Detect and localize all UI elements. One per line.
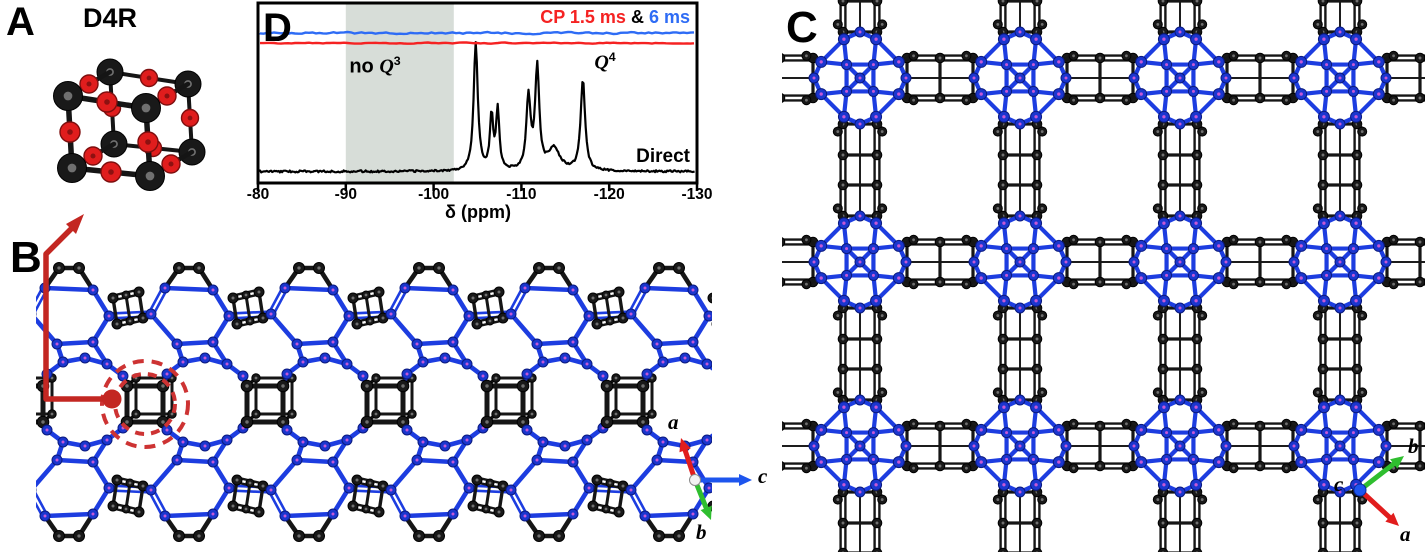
framework-c <box>782 0 1425 552</box>
x-tick-label: -130 <box>681 186 713 203</box>
x-tick-label: -120 <box>593 186 625 203</box>
d4r-structure <box>53 58 206 191</box>
b-axis-triad <box>679 438 752 520</box>
framework-b <box>36 262 712 542</box>
d4r-callout <box>43 214 190 449</box>
c-axis-triad <box>1353 456 1404 526</box>
x-tick-label: -100 <box>418 186 450 203</box>
nmr-spectrum-plot <box>256 1 699 191</box>
x-tick-label: -80 <box>246 186 270 203</box>
x-tick-label: -110 <box>506 186 537 203</box>
x-tick-label: -90 <box>334 186 357 203</box>
